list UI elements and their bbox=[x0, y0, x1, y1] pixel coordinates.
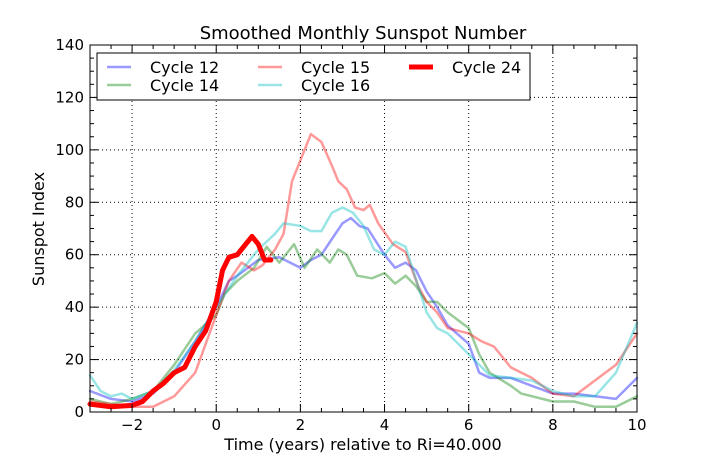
chart-title: Smoothed Monthly Sunspot Number bbox=[200, 23, 527, 44]
x-axis-label: Time (years) relative to Ri=40.000 bbox=[223, 435, 501, 454]
x-tick-label: 10 bbox=[627, 416, 646, 434]
x-tick-label: 0 bbox=[211, 416, 221, 434]
legend-label: Cycle 15 bbox=[301, 58, 370, 77]
legend-label: Cycle 14 bbox=[150, 76, 219, 95]
legend-box bbox=[96, 52, 531, 101]
y-tick-label: 20 bbox=[65, 351, 84, 369]
legend-label: Cycle 24 bbox=[452, 58, 521, 77]
series-group bbox=[87, 132, 639, 410]
series-line-cycle-16 bbox=[88, 206, 639, 401]
series-line-cycle-24 bbox=[87, 233, 274, 410]
x-tick-label: 6 bbox=[464, 416, 474, 434]
y-axis-label: Sunspot Index bbox=[29, 172, 48, 286]
series-line-cycle-14 bbox=[88, 242, 639, 409]
x-tick-label: −2 bbox=[121, 416, 143, 434]
y-tick-label: 100 bbox=[55, 141, 84, 159]
y-tick-label: 120 bbox=[55, 88, 84, 106]
y-tick-label: 40 bbox=[65, 298, 84, 316]
x-tick-label: 4 bbox=[380, 416, 390, 434]
legend-label: Cycle 12 bbox=[150, 58, 219, 77]
x-tick-label: 2 bbox=[296, 416, 306, 434]
x-tick-label: 8 bbox=[548, 416, 558, 434]
series-line-cycle-15 bbox=[88, 132, 639, 409]
y-tick-label: 80 bbox=[65, 193, 84, 211]
legend-label: Cycle 16 bbox=[301, 76, 370, 95]
y-tick-label: 60 bbox=[65, 246, 84, 264]
y-tick-label: 0 bbox=[74, 403, 84, 421]
y-tick-label: 140 bbox=[55, 36, 84, 54]
